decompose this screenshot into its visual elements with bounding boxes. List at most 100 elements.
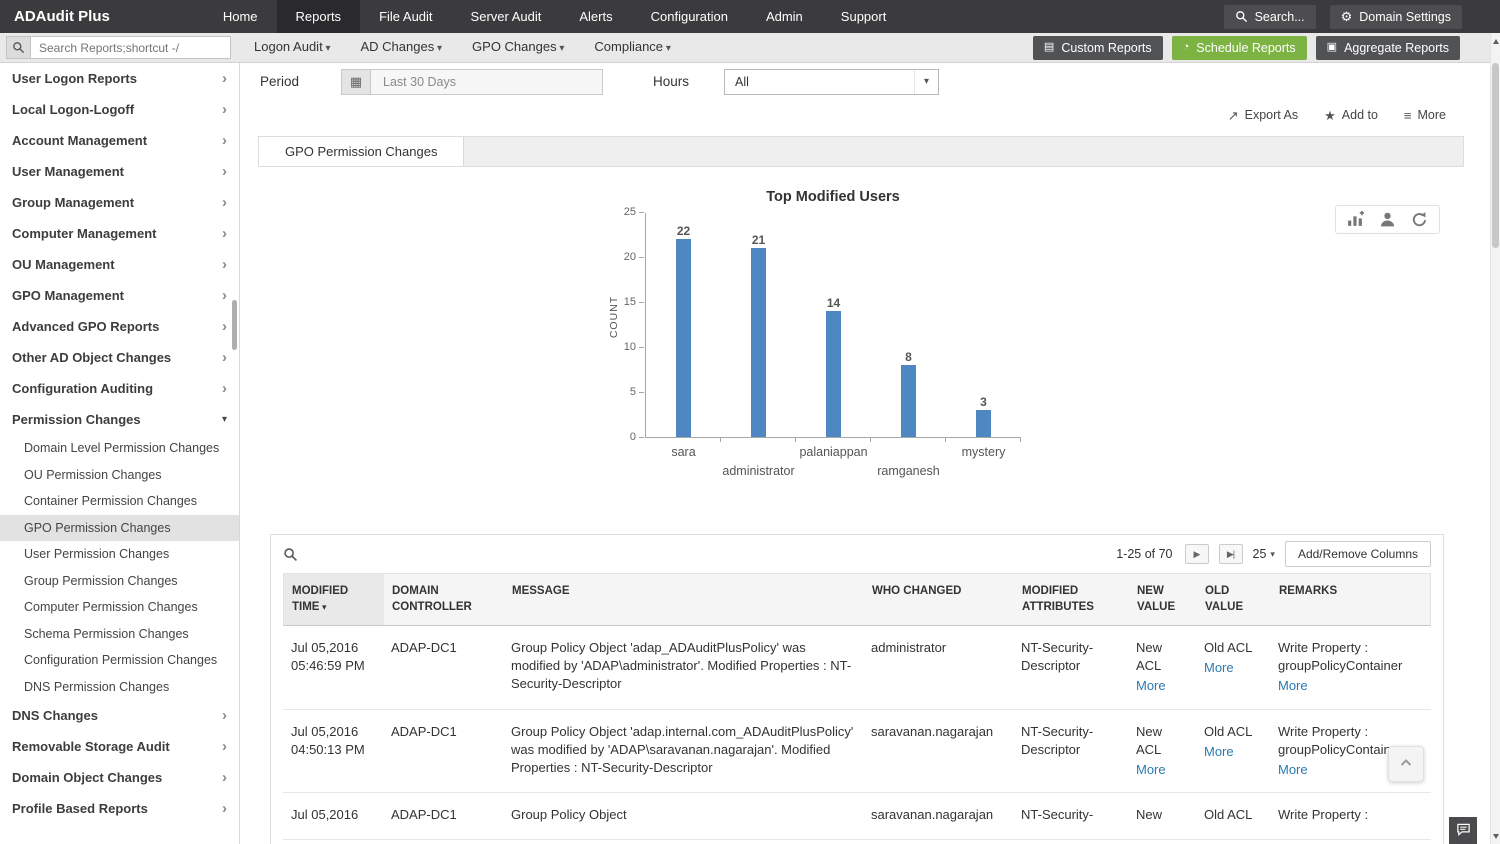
cell-message: Group Policy Object 'adap.internal.com_A…: [511, 723, 854, 775]
chevron-up-icon: [1398, 755, 1414, 774]
sidebar-item[interactable]: User Logon Reports: [0, 63, 239, 94]
table-search-icon[interactable]: [283, 547, 298, 562]
next-page-button[interactable]: ▶: [1184, 544, 1209, 564]
nav-item[interactable]: File Audit: [379, 9, 433, 24]
remarks-more-link[interactable]: More: [1278, 678, 1308, 694]
sidebar-item-permission-changes[interactable]: Permission Changes: [0, 404, 239, 435]
toolbar-buttons: ▤ Custom Reports ◔ Schedule Reports ▣ Ag…: [1032, 35, 1500, 60]
report-search: [6, 36, 231, 59]
chevron-right-icon: [222, 71, 227, 86]
column-header[interactable]: OLD VALUE: [1205, 585, 1244, 613]
sidebar-subitem[interactable]: User Permission Changes: [24, 547, 170, 562]
cell-old-value: Old ACL More: [1196, 710, 1270, 793]
toolbar-button[interactable]: ▤ Custom Reports: [1032, 35, 1163, 60]
report-menu[interactable]: GPO Changes: [457, 32, 579, 64]
domain-settings-button[interactable]: ⚙ Domain Settings: [1329, 4, 1462, 29]
period-picker[interactable]: ▦ Last 30 Days: [341, 68, 604, 95]
new-value-more-link[interactable]: More: [1136, 678, 1166, 694]
nav-item[interactable]: Reports: [276, 0, 361, 33]
sidebar-item[interactable]: Group Management: [0, 187, 239, 218]
calendar-icon[interactable]: ▦: [341, 68, 372, 95]
column-header[interactable]: MODIFIED ATTRIBUTES: [1022, 585, 1094, 613]
cell-modified-attributes: NT-Security-Descriptor: [1021, 640, 1094, 674]
sidebar-item[interactable]: Configuration Auditing: [0, 373, 239, 404]
nav-item[interactable]: Admin: [765, 9, 803, 24]
cell-modified-time: Jul 05,2016 04:50:13 PM: [291, 723, 365, 757]
sidebar-item[interactable]: Advanced GPO Reports: [0, 311, 239, 342]
nav-item[interactable]: Support: [840, 9, 887, 24]
export-icon: ↗: [1227, 107, 1239, 123]
report-menu[interactable]: Compliance: [579, 32, 685, 64]
column-header[interactable]: NEW VALUE: [1137, 585, 1176, 613]
remarks-more-link[interactable]: More: [1278, 761, 1308, 777]
add-remove-columns-button[interactable]: Add/Remove Columns: [1284, 541, 1431, 567]
export-as-button[interactable]: ↗ Export As: [1227, 107, 1299, 123]
old-value-more-link[interactable]: More: [1204, 660, 1234, 676]
sidebar-item[interactable]: Account Management: [0, 125, 239, 156]
sidebar-subitem[interactable]: GPO Permission Changes: [0, 514, 239, 541]
nav-item[interactable]: Alerts: [579, 9, 613, 24]
add-to-button[interactable]: ★ Add to: [1324, 107, 1378, 123]
search-icon: [6, 36, 31, 59]
sidebar-item[interactable]: GPO Management: [0, 280, 239, 311]
y-tick-label: 25: [610, 207, 644, 218]
column-header[interactable]: MESSAGE: [512, 585, 570, 597]
report-menu[interactable]: Logon Audit: [239, 32, 346, 64]
x-category-label: ramganesh: [877, 464, 940, 478]
sidebar-item[interactable]: OU Management: [0, 249, 239, 280]
hours-select[interactable]: All ▾: [724, 68, 940, 95]
sidebar-item[interactable]: DNS Changes: [0, 700, 239, 731]
more-button[interactable]: ≡ More: [1403, 107, 1446, 123]
last-page-button[interactable]: ▶|: [1218, 544, 1243, 564]
chart-type-icon[interactable]: [1347, 211, 1364, 228]
chevron-right-icon: [222, 102, 227, 117]
scrollbar-up-arrow[interactable]: [1491, 35, 1500, 47]
scrollbar-down-arrow[interactable]: [1491, 830, 1500, 842]
column-header[interactable]: WHO CHANGED: [872, 585, 962, 597]
sidebar-subitem[interactable]: Group Permission Changes: [24, 573, 178, 588]
report-menu[interactable]: AD Changes: [346, 32, 458, 64]
top-navbar: ADAudit Plus Home Reports File Audit Ser…: [0, 0, 1500, 33]
page-scrollbar[interactable]: [1490, 33, 1500, 844]
sidebar-item[interactable]: Local Logon-Logoff: [0, 94, 239, 125]
sidebar-subitem[interactable]: Schema Permission Changes: [24, 626, 189, 641]
tab-gpo-permission-changes[interactable]: GPO Permission Changes: [259, 137, 465, 166]
nav-item[interactable]: Server Audit: [470, 9, 542, 24]
sidebar-item[interactable]: Profile Based Reports: [0, 793, 239, 824]
toolbar-button[interactable]: ◔ Schedule Reports: [1171, 35, 1307, 60]
sidebar-item[interactable]: Other AD Object Changes: [0, 342, 239, 373]
toolbar-button[interactable]: ▣ Aggregate Reports: [1315, 35, 1460, 60]
report-actions: ↗ Export As ★ Add to ≡ More: [240, 100, 1490, 130]
nav-item[interactable]: Configuration: [650, 9, 728, 24]
new-value-more-link[interactable]: More: [1136, 761, 1166, 777]
bar: [676, 239, 691, 437]
column-header[interactable]: DOMAIN CONTROLLER: [392, 585, 472, 613]
column-header[interactable]: REMARKS: [1279, 585, 1338, 597]
sidebar-scrollbar-thumb[interactable]: [232, 300, 237, 350]
sidebar-item[interactable]: Computer Management: [0, 218, 239, 249]
sidebar-subitem[interactable]: Computer Permission Changes: [24, 600, 198, 615]
refresh-icon[interactable]: [1411, 211, 1428, 228]
scrollbar-thumb[interactable]: [1492, 63, 1499, 248]
sidebar-item[interactable]: Domain Object Changes: [0, 762, 239, 793]
old-value-more-link[interactable]: More: [1204, 743, 1234, 759]
sidebar-subitem[interactable]: Domain Level Permission Changes: [24, 441, 220, 456]
chevron-right-icon: [222, 288, 227, 303]
sidebar-subitem[interactable]: DNS Permission Changes: [24, 679, 170, 694]
sidebar-subitem[interactable]: Container Permission Changes: [24, 494, 198, 509]
report-search-input[interactable]: [31, 36, 231, 59]
page-size-select[interactable]: 25 ▾: [1252, 547, 1275, 561]
sidebar-subitem[interactable]: OU Permission Changes: [24, 467, 162, 482]
sidebar-item[interactable]: User Management: [0, 156, 239, 187]
chat-bubble-icon: [1456, 822, 1471, 840]
global-search-button[interactable]: Search...: [1223, 4, 1316, 29]
nav-item[interactable]: Home: [222, 9, 258, 24]
feedback-button[interactable]: [1449, 817, 1477, 844]
column-header[interactable]: MODIFIED TIME: [284, 574, 384, 626]
sidebar-subitem[interactable]: Configuration Permission Changes: [24, 653, 218, 668]
sidebar-item[interactable]: Removable Storage Audit: [0, 731, 239, 762]
period-value[interactable]: Last 30 Days: [371, 68, 604, 95]
scroll-to-top-button[interactable]: [1388, 746, 1424, 782]
user-icon[interactable]: [1379, 211, 1396, 228]
cell-who-changed: administrator: [871, 640, 947, 656]
